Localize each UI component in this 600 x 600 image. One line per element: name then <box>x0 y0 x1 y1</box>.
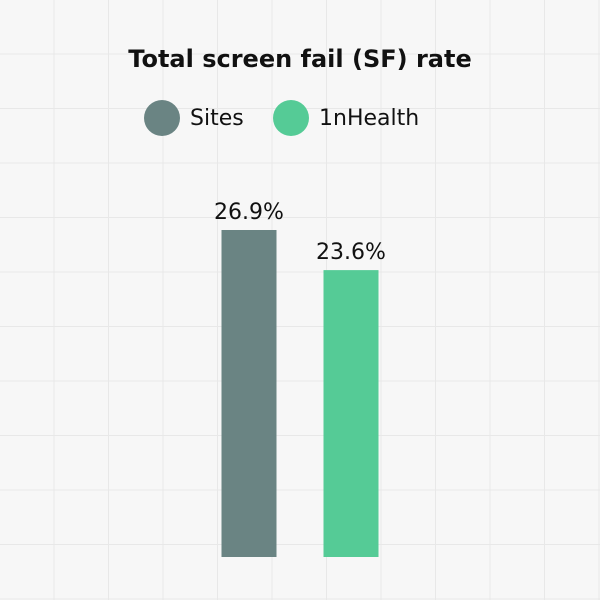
legend-label: 1nHealth <box>319 106 419 131</box>
bar <box>323 270 379 557</box>
value-label: 23.6% <box>316 240 386 265</box>
legend-label: Sites <box>190 106 244 131</box>
legend-swatch <box>144 100 180 136</box>
value-label: 26.9% <box>214 200 284 225</box>
bar <box>221 230 277 557</box>
chart-title: Total screen fail (SF) rate <box>128 45 471 73</box>
legend-swatch <box>273 100 309 136</box>
